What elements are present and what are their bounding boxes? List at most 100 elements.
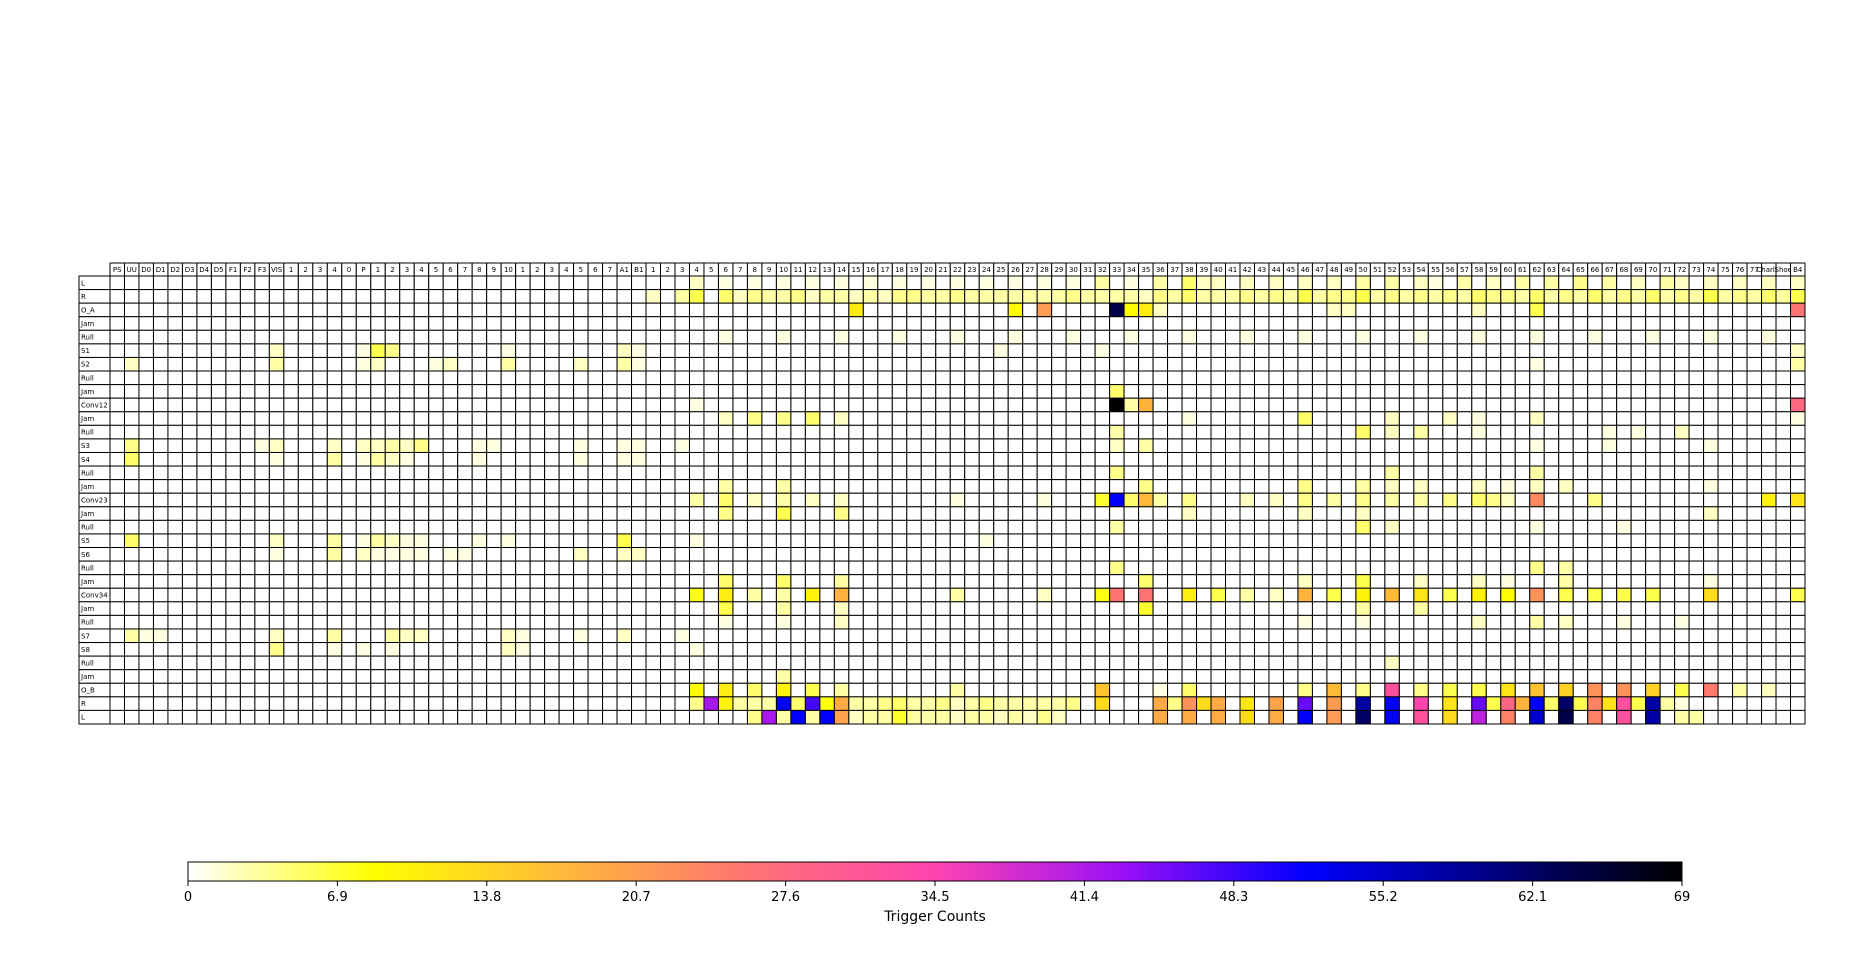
heatmap-cell [138,424,154,440]
heatmap-cell [1268,547,1284,562]
heatmap-cell [1514,438,1531,453]
heatmap-cell [1471,655,1487,671]
heatmap-cell [587,302,604,318]
heatmap-cell [471,384,488,399]
heatmap-cell [283,329,299,345]
heatmap-cell [341,411,357,426]
heatmap-cell [370,329,386,345]
heatmap-cell [978,533,995,549]
colorbar-gradient [187,861,1683,882]
heatmap-cell [616,519,633,535]
heatmap-cell [457,696,473,711]
heatmap-cell [1065,316,1082,331]
heatmap-cell [1181,479,1198,494]
heatmap-cell [761,302,777,318]
heatmap-cell [500,302,517,318]
heatmap-cell [167,642,183,657]
heatmap-cell [1587,628,1603,644]
heatmap-cell [1543,343,1560,358]
heatmap-cell [1138,384,1154,399]
heatmap-cell [428,316,444,331]
heatmap-cell [790,479,806,494]
heatmap-cell [1601,343,1618,358]
heatmap-cell [1051,547,1067,562]
colorbar-tick-label: 69 [1674,890,1691,905]
heatmap-cell [1036,655,1053,671]
x-tick-label: D1 [156,266,166,274]
heatmap-cell [1167,655,1183,671]
heatmap-cell [1645,655,1661,671]
heatmap-cell [717,628,734,644]
heatmap-cell [515,696,531,711]
heatmap-cell [297,547,314,562]
heatmap-cell [312,614,328,630]
heatmap-cell [1529,560,1545,576]
heatmap-cell [399,356,415,372]
heatmap-cell [326,289,343,304]
heatmap-cell [1442,438,1458,453]
heatmap-cell [1500,506,1516,521]
x-tick-label: 27 [1025,266,1034,274]
heatmap-cell [515,329,531,345]
heatmap-cell [413,682,430,698]
heatmap-cell [529,682,546,698]
heatmap-cell [1355,424,1371,440]
heatmap-cell [123,547,140,562]
heatmap-cell [370,506,386,521]
heatmap-cell [1167,574,1183,589]
x-tick-label: 32 [1098,266,1107,274]
heatmap-cell [1732,356,1748,372]
heatmap-cell [964,519,980,535]
x-tick-label: 9 [492,266,496,274]
heatmap-cell [862,465,879,481]
heatmap-cell [1398,628,1415,644]
heatmap-cell [1674,587,1690,603]
heatmap-cell [1427,642,1444,657]
heatmap-cell [703,628,719,644]
heatmap-cell [370,601,386,616]
heatmap-cell [1514,275,1531,291]
heatmap-cell [1384,560,1400,576]
heatmap-cell [1311,411,1328,426]
heatmap-cell [297,356,314,372]
heatmap-cell [1529,669,1545,684]
heatmap-cell [1051,642,1067,657]
heatmap-cell [1384,506,1400,521]
heatmap-cell [775,397,792,413]
heatmap-cell [297,669,314,684]
heatmap-cell [645,519,662,535]
heatmap-cell [500,519,517,535]
heatmap-cell [384,492,401,508]
heatmap-cell [167,384,183,399]
heatmap-cell [210,451,227,467]
heatmap-cell [1572,533,1589,549]
heatmap-cell [631,533,647,549]
heatmap-cell [833,384,850,399]
heatmap-cell [1123,329,1140,345]
heatmap-cell [268,275,285,291]
heatmap-cell [399,289,415,304]
heatmap-cell [906,316,922,331]
heatmap-cell [877,397,893,413]
heatmap-cell [1239,696,1255,711]
heatmap-cell [1369,289,1386,304]
heatmap-cell [138,289,154,304]
heatmap-cell [341,275,357,291]
heatmap-cell [1326,289,1342,304]
x-tick-label: 28 [1040,266,1049,274]
heatmap-cell [1456,560,1473,576]
heatmap-cell [746,302,763,318]
heatmap-cell [268,669,285,684]
heatmap-cell [326,696,343,711]
heatmap-cell [1442,275,1458,291]
heatmap-cell [500,560,517,576]
heatmap-cell [1703,669,1719,684]
heatmap-cell [1775,506,1792,521]
heatmap-cell [1529,628,1545,644]
heatmap-cell [674,519,690,535]
heatmap-cell [1572,628,1589,644]
heatmap-cell [978,316,995,331]
heatmap-cell [616,709,633,725]
heatmap-cell [1007,302,1024,318]
heatmap-cell [906,614,922,630]
